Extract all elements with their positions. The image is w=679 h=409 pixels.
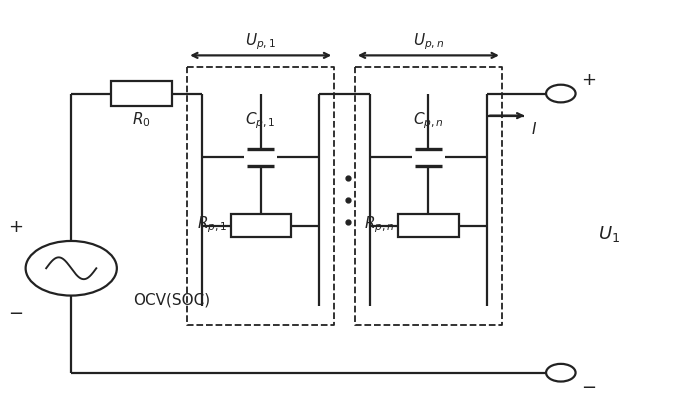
Text: +: + xyxy=(8,218,23,235)
Text: $R_{p,n}$: $R_{p,n}$ xyxy=(364,213,394,234)
Bar xyxy=(398,214,458,238)
Bar xyxy=(230,214,291,238)
Text: $U_1$: $U_1$ xyxy=(598,224,620,243)
Text: $-$: $-$ xyxy=(8,302,23,320)
Text: $I$: $I$ xyxy=(531,120,536,136)
Text: +: + xyxy=(581,70,596,88)
Text: $-$: $-$ xyxy=(581,376,596,394)
Text: $R_{p,1}$: $R_{p,1}$ xyxy=(197,213,227,234)
Text: $U_{p,n}$: $U_{p,n}$ xyxy=(413,31,444,52)
Bar xyxy=(111,82,172,106)
Text: OCV(SOC): OCV(SOC) xyxy=(134,292,210,307)
Text: $U_{p,1}$: $U_{p,1}$ xyxy=(245,31,276,52)
Text: $R_0$: $R_0$ xyxy=(132,110,151,129)
Text: $C_{p,n}$: $C_{p,n}$ xyxy=(413,110,444,131)
Text: $C_{p,1}$: $C_{p,1}$ xyxy=(245,110,276,131)
